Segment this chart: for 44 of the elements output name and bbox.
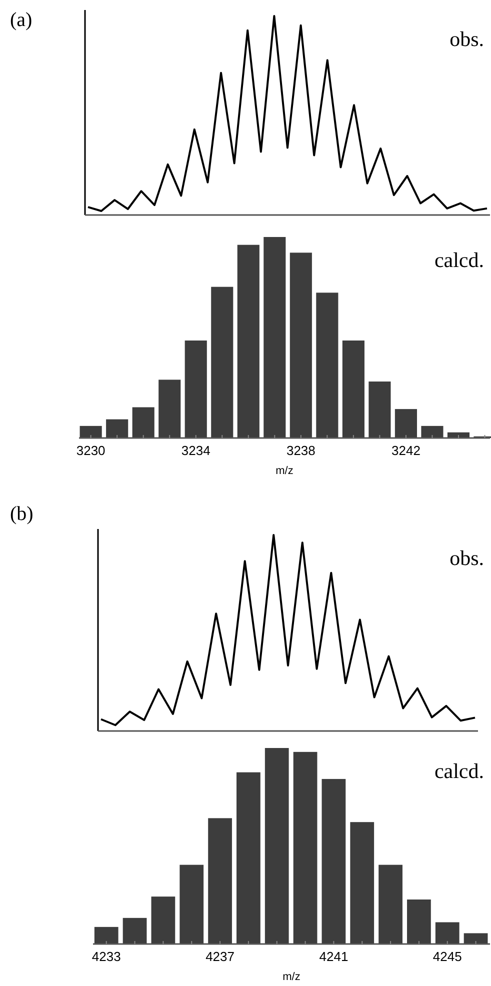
bar: [94, 926, 118, 944]
annotation: obs.: [450, 27, 484, 51]
bar: [264, 748, 289, 944]
x-tick-label: 4237: [206, 949, 234, 964]
bar: [211, 286, 234, 438]
bar: [236, 772, 260, 944]
bar: [464, 933, 488, 944]
chart-title: (b): [10, 503, 34, 525]
x-tick-label: 4233: [92, 949, 121, 964]
bar: [368, 382, 391, 438]
x-tick-label: 4241: [319, 949, 348, 964]
bar: [407, 900, 431, 944]
x-axis-title: m/z: [282, 971, 300, 983]
bar: [316, 292, 338, 438]
bar: [421, 426, 444, 438]
bar: [264, 237, 286, 438]
x-tick-label: 3234: [181, 443, 210, 458]
x-axis-title: m/z: [276, 465, 294, 477]
bar: [80, 426, 102, 438]
bar: [394, 409, 417, 438]
bar: [132, 407, 154, 438]
bar: [290, 252, 312, 438]
bar: [208, 818, 232, 944]
bar: [180, 864, 204, 944]
bar: [122, 918, 147, 944]
x-tick-label: 3230: [76, 443, 106, 458]
bar: [435, 922, 460, 944]
bar: [342, 340, 364, 438]
chart-title: (a): [10, 9, 32, 31]
bar: [378, 864, 402, 944]
bar: [237, 244, 260, 438]
x-tick-label: 3242: [392, 443, 420, 458]
x-tick-label: 3238: [286, 443, 316, 458]
bar: [184, 340, 207, 438]
x-tick-label: 4245: [432, 949, 462, 964]
bar: [151, 896, 176, 944]
bar: [322, 778, 346, 944]
annotation: obs.: [450, 546, 484, 570]
bar: [350, 822, 374, 944]
bar: [106, 419, 128, 438]
bar: [293, 752, 318, 944]
annotation: calcd.: [434, 759, 484, 783]
annotation: calcd.: [434, 248, 484, 272]
bar: [158, 380, 181, 438]
